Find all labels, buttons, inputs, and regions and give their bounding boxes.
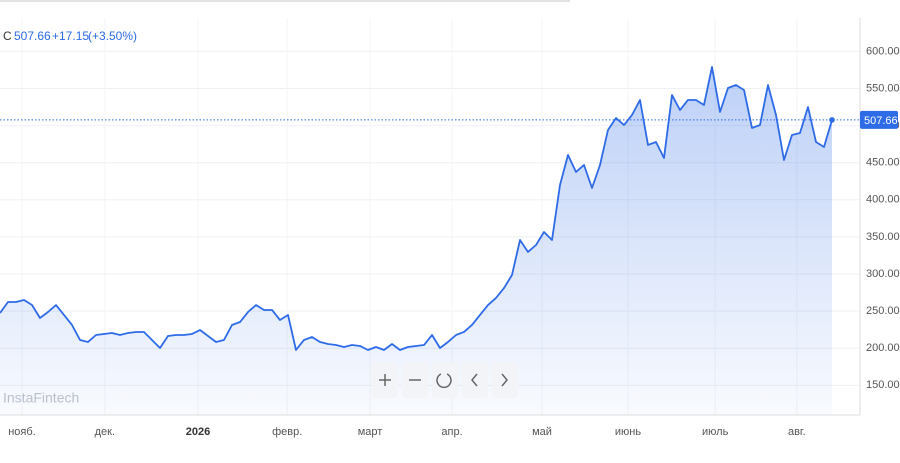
y-tick-label: 300.00 — [866, 268, 900, 280]
x-tick-label: май — [532, 426, 552, 438]
change: +17.15 — [52, 29, 89, 43]
x-tick-label: июнь — [615, 426, 641, 438]
x-tick-label: дек. — [95, 426, 115, 438]
x-tick-label: апр. — [441, 426, 462, 438]
y-tick-label: 600.00 — [866, 45, 900, 57]
scroll-right-icon — [501, 373, 508, 387]
y-tick-label: 550.00 — [866, 82, 900, 94]
x-tick-label: нояб. — [8, 426, 36, 438]
scroll-left-icon — [471, 373, 478, 387]
scroll-right-button[interactable] — [492, 362, 518, 398]
toolbar — [372, 362, 518, 398]
y-tick-label: 450.00 — [866, 157, 900, 169]
symbol: С — [3, 29, 12, 43]
x-tick-label: март — [358, 426, 383, 438]
x-tick-label: авг. — [788, 426, 806, 438]
plot — [0, 66, 860, 415]
x-tick-label: июль — [702, 426, 729, 438]
scroll-left-button[interactable] — [462, 362, 488, 398]
change-pct: (+3.50%) — [88, 29, 137, 43]
last-point — [829, 117, 835, 123]
x-tick-label: февр. — [272, 426, 302, 438]
y-tick-label: 350.00 — [866, 231, 900, 243]
zoom-in-icon — [379, 374, 391, 386]
y-tick-label: 250.00 — [866, 305, 900, 317]
line — [0, 66, 833, 351]
y-tick-label: 200.00 — [866, 342, 900, 354]
y-tick-label: 400.00 — [866, 194, 900, 206]
watermark: InstaFintech — [3, 390, 79, 406]
y-tick-label: 150.00 — [866, 379, 900, 391]
last-value-badge — [860, 110, 898, 129]
reset-icon — [436, 373, 452, 389]
x-tick-label: 2026 — [186, 426, 210, 438]
reset-button[interactable] — [432, 362, 458, 398]
last-price: 507.66 — [14, 29, 51, 43]
last-value-label: 507.66 — [864, 115, 898, 127]
area — [0, 66, 832, 415]
